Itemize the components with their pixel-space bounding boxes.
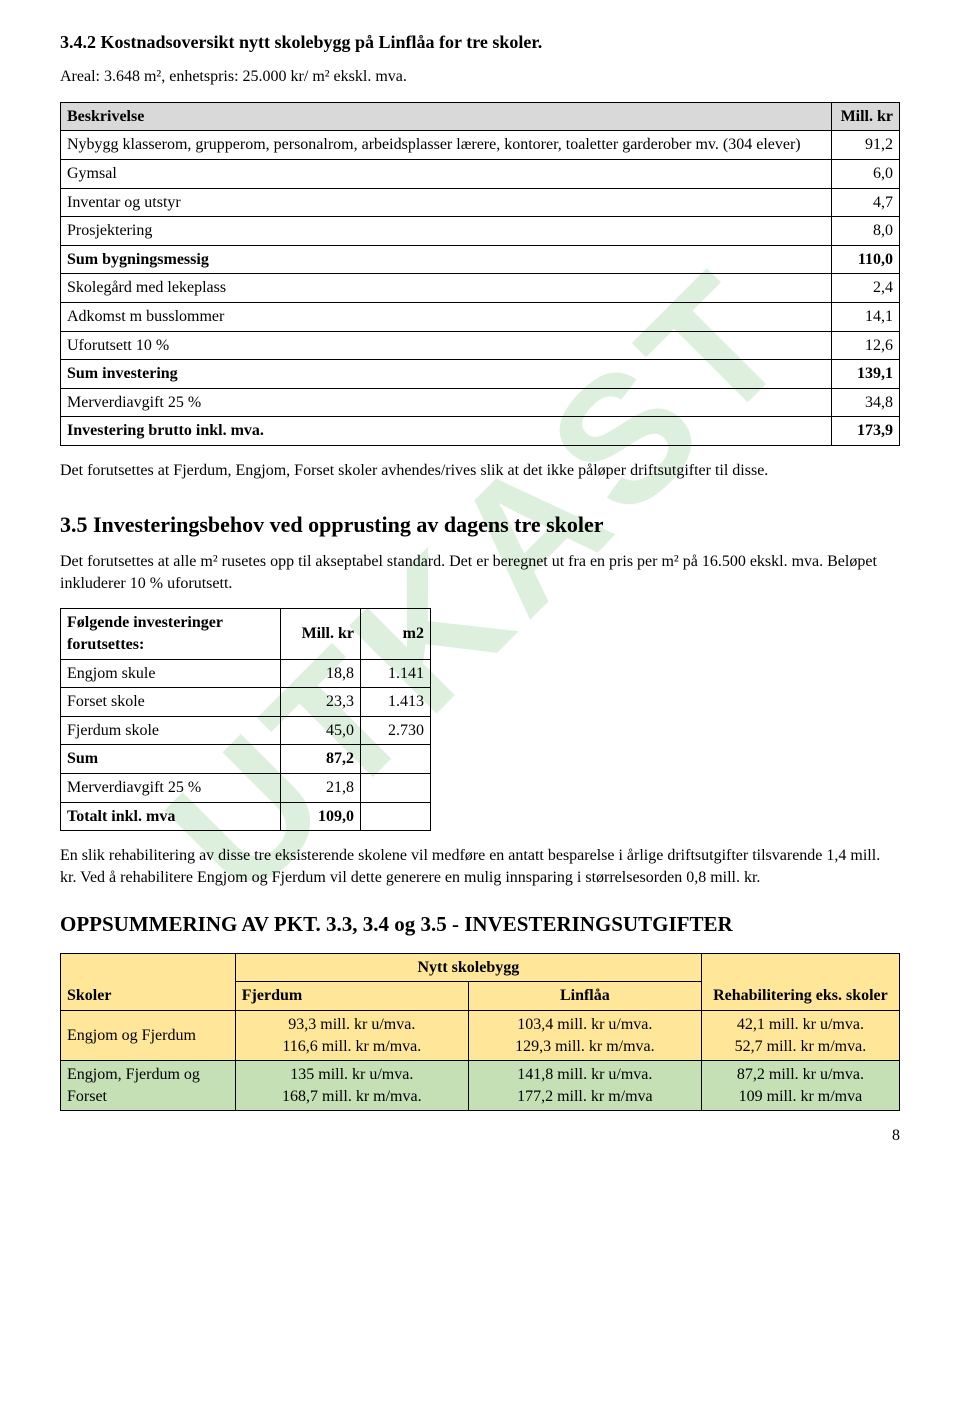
t2-cell-v2: 2.730 [361, 716, 431, 745]
t2-cell-label: Engjom skule [61, 659, 281, 688]
t2-cell-v2: 1.413 [361, 688, 431, 717]
t2-cell-v2 [361, 745, 431, 774]
t1-cell-label: Uforutsett 10 % [61, 331, 832, 360]
t3-cell-rehab: 87,2 mill. kr u/mva. 109 mill. kr m/mva [701, 1061, 899, 1111]
table-row: Engjom, Fjerdum og Forset135 mill. kr u/… [61, 1061, 900, 1111]
t2-cell-label: Totalt inkl. mva [61, 802, 281, 831]
t3-cell-fjerdum: 93,3 mill. kr u/mva. 116,6 mill. kr m/mv… [235, 1010, 468, 1060]
t1-cell-label: Sum investering [61, 360, 832, 389]
table-row: Sum bygningsmessig110,0 [61, 245, 900, 274]
t1-cell-value: 110,0 [832, 245, 900, 274]
table-row: Inventar og utstyr4,7 [61, 188, 900, 217]
section-heading-342: 3.4.2 Kostnadsoversikt nytt skolebygg på… [60, 30, 900, 54]
t3-cell-fjerdum: 135 mill. kr u/mva. 168,7 mill. kr m/mva… [235, 1061, 468, 1111]
t2-cell-label: Merverdiavgift 25 % [61, 774, 281, 803]
table-row: Sum87,2 [61, 745, 431, 774]
t1-cell-value: 173,9 [832, 417, 900, 446]
table-row: Engjom og Fjerdum93,3 mill. kr u/mva. 11… [61, 1010, 900, 1060]
table-row: Merverdiavgift 25 %34,8 [61, 388, 900, 417]
t3-header-linflaa: Linflåa [468, 982, 701, 1011]
table-row: Sum investering139,1 [61, 360, 900, 389]
t2-cell-v2: 1.141 [361, 659, 431, 688]
summary-table: Skoler Nytt skolebygg Rehabilitering eks… [60, 953, 900, 1112]
t1-cell-label: Gymsal [61, 160, 832, 189]
t2-cell-v1: 109,0 [281, 802, 361, 831]
t2-cell-label: Fjerdum skole [61, 716, 281, 745]
t3-cell-linflaa: 141,8 mill. kr u/mva. 177,2 mill. kr m/m… [468, 1061, 701, 1111]
t1-cell-label: Investering brutto inkl. mva. [61, 417, 832, 446]
t3-cell-skoler: Engjom, Fjerdum og Forset [61, 1061, 236, 1111]
cost-table-342: Beskrivelse Mill. kr Nybygg klasserom, g… [60, 102, 900, 446]
t1-cell-label: Inventar og utstyr [61, 188, 832, 217]
t1-header-desc: Beskrivelse [61, 102, 832, 131]
t1-cell-value: 91,2 [832, 131, 900, 160]
area-line: Areal: 3.648 m², enhetspris: 25.000 kr/ … [60, 66, 900, 88]
t2-cell-v1: 18,8 [281, 659, 361, 688]
t2-cell-v1: 23,3 [281, 688, 361, 717]
para-after-t1: Det forutsettes at Fjerdum, Engjom, Fors… [60, 460, 900, 482]
t1-cell-value: 4,7 [832, 188, 900, 217]
summary-heading: OPPSUMMERING AV PKT. 3.3, 3.4 og 3.5 - I… [60, 910, 900, 938]
t2-cell-v1: 45,0 [281, 716, 361, 745]
t1-cell-label: Merverdiavgift 25 % [61, 388, 832, 417]
table-row: Investering brutto inkl. mva.173,9 [61, 417, 900, 446]
invest-table-35: Følgende investeringer forutsettes: Mill… [60, 608, 431, 831]
t1-cell-value: 8,0 [832, 217, 900, 246]
para-after-t2: En slik rehabilitering av disse tre eksi… [60, 845, 900, 888]
t1-cell-label: Sum bygningsmessig [61, 245, 832, 274]
table-row: Fjerdum skole45,02.730 [61, 716, 431, 745]
t1-cell-label: Skolegård med lekeplass [61, 274, 832, 303]
t1-cell-value: 34,8 [832, 388, 900, 417]
table-row: Uforutsett 10 %12,6 [61, 331, 900, 360]
t3-cell-linflaa: 103,4 mill. kr u/mva. 129,3 mill. kr m/m… [468, 1010, 701, 1060]
t1-cell-value: 12,6 [832, 331, 900, 360]
para-35: Det forutsettes at alle m² rusetes opp t… [60, 551, 900, 594]
t2-cell-v1: 21,8 [281, 774, 361, 803]
t3-cell-skoler: Engjom og Fjerdum [61, 1010, 236, 1060]
t1-cell-value: 139,1 [832, 360, 900, 389]
t2-cell-v2 [361, 802, 431, 831]
table-row: Engjom skule18,81.141 [61, 659, 431, 688]
t2-cell-v1: 87,2 [281, 745, 361, 774]
t3-header-nytt: Nytt skolebygg [235, 953, 701, 982]
table-row: Skolegård med lekeplass2,4 [61, 274, 900, 303]
table-row: Merverdiavgift 25 %21,8 [61, 774, 431, 803]
t1-cell-label: Nybygg klasserom, grupperom, personalrom… [61, 131, 832, 160]
t1-header-amount: Mill. kr [832, 102, 900, 131]
page-content: 3.4.2 Kostnadsoversikt nytt skolebygg på… [60, 30, 900, 1147]
t2-header-m2: m2 [361, 609, 431, 659]
t3-header-fjerdum: Fjerdum [235, 982, 468, 1011]
t2-header-label: Følgende investeringer forutsettes: [61, 609, 281, 659]
table-row: Nybygg klasserom, grupperom, personalrom… [61, 131, 900, 160]
table-row: Adkomst m busslommer14,1 [61, 303, 900, 332]
t2-cell-label: Sum [61, 745, 281, 774]
table-row: Totalt inkl. mva109,0 [61, 802, 431, 831]
t2-cell-label: Forset skole [61, 688, 281, 717]
t1-cell-label: Adkomst m busslommer [61, 303, 832, 332]
table-row: Gymsal6,0 [61, 160, 900, 189]
t2-header-millkr: Mill. kr [281, 609, 361, 659]
t1-cell-value: 2,4 [832, 274, 900, 303]
t1-cell-value: 14,1 [832, 303, 900, 332]
t1-cell-value: 6,0 [832, 160, 900, 189]
table-row: Prosjektering8,0 [61, 217, 900, 246]
t3-header-rehab: Rehabilitering eks. skoler [701, 953, 899, 1010]
page-number: 8 [60, 1125, 900, 1147]
t3-header-skoler: Skoler [61, 953, 236, 1010]
heading-35: 3.5 Investeringsbehov ved opprusting av … [60, 510, 900, 540]
t1-cell-label: Prosjektering [61, 217, 832, 246]
t3-cell-rehab: 42,1 mill. kr u/mva. 52,7 mill. kr m/mva… [701, 1010, 899, 1060]
table-row: Forset skole23,31.413 [61, 688, 431, 717]
t2-cell-v2 [361, 774, 431, 803]
